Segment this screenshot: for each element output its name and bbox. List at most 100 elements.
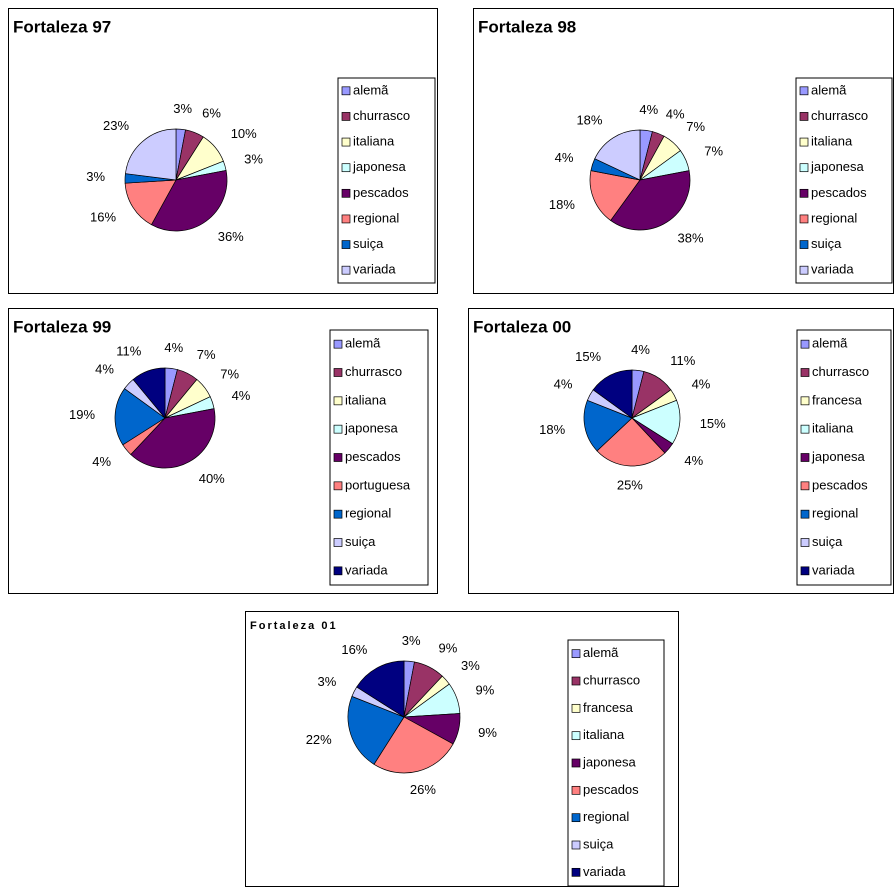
legend-swatch <box>799 112 809 121</box>
legend-label: variada <box>353 262 396 277</box>
legend-swatch <box>800 396 810 406</box>
chart-title: Fortaleza 98 <box>478 17 576 36</box>
pie-slice <box>150 170 228 232</box>
legend-swatch <box>800 339 810 349</box>
legend-label: churrasco <box>583 672 640 687</box>
legend-box <box>567 639 665 887</box>
value-label: 7% <box>686 119 705 134</box>
value-label: 4% <box>95 362 114 377</box>
legend-swatch <box>333 538 343 547</box>
legend-swatch <box>571 731 581 741</box>
legend-swatch <box>333 368 343 377</box>
legend-label: regional <box>583 809 629 824</box>
pie-slice <box>125 128 177 181</box>
legend-label: pescados <box>353 185 409 200</box>
legend-label: japonesa <box>582 754 637 769</box>
legend-swatch <box>800 509 810 519</box>
pie-slice <box>373 716 454 774</box>
value-label: 9% <box>476 683 495 698</box>
value-label: 16% <box>90 209 116 224</box>
legend-box <box>329 329 429 586</box>
value-label: 7% <box>704 144 723 159</box>
value-label: 4% <box>554 377 573 392</box>
legend-swatch <box>800 453 810 462</box>
legend-swatch <box>333 396 343 406</box>
value-label: 4% <box>692 377 711 392</box>
value-label: 4% <box>684 453 703 468</box>
value-label: 18% <box>539 422 565 437</box>
legend-label: regional <box>811 210 857 225</box>
value-label: 7% <box>220 367 239 382</box>
legend-label: italiana <box>345 392 387 407</box>
legend-label: alemã <box>583 645 619 660</box>
legend-label: alemã <box>811 82 847 97</box>
value-label: 11% <box>116 344 141 359</box>
legend-swatch <box>333 566 343 576</box>
value-label: 10% <box>231 126 257 141</box>
pie-slice <box>594 129 641 181</box>
chart: Fortaleza 013%9%3%9%9%26%22%3%16% alemãch… <box>245 611 679 887</box>
chart: Fortaleza 984% 4%7%7%38%18%4%18%alemãchur… <box>473 8 894 294</box>
value-label: 3% <box>461 658 480 673</box>
value-label: 25% <box>617 477 643 492</box>
value-label: 38% <box>678 231 704 246</box>
value-label: 26% <box>410 782 436 797</box>
pie-slice <box>610 170 691 231</box>
value-label: 15% <box>700 416 726 431</box>
legend-box <box>337 77 436 284</box>
legend-label: suiça <box>583 836 614 851</box>
legend-swatch <box>333 509 343 519</box>
legend-swatch <box>571 867 581 877</box>
legend-swatch <box>571 785 581 795</box>
pie-slice <box>124 179 177 226</box>
value-label: 3% <box>317 674 336 689</box>
legend-swatch <box>341 265 351 275</box>
legend-swatch <box>799 188 809 198</box>
chart-title: Fortaleza 01 <box>250 620 338 632</box>
legend-swatch <box>333 481 343 491</box>
legend-swatch <box>799 163 809 173</box>
value-label: 16% <box>341 642 367 657</box>
legend-label: pescados <box>811 185 867 200</box>
value-label: 23% <box>103 118 129 133</box>
legend-label: japonesa <box>810 159 865 174</box>
pie-slice <box>347 695 405 765</box>
legend-label: regional <box>345 506 391 521</box>
legend-swatch <box>800 538 810 547</box>
pie-slice <box>132 367 166 419</box>
legend-label: regional <box>812 506 858 521</box>
legend-swatch <box>800 368 810 377</box>
chart: Fortaleza 97 3% 6% 10% 3% 36% 16% 3% 23% alemã chu… <box>8 8 438 294</box>
value-label: 9% <box>439 641 458 656</box>
legend-label: variada <box>345 562 388 577</box>
legend-label: churrasco <box>353 108 410 123</box>
pie-slice <box>589 170 641 221</box>
value-label: 18% <box>549 197 575 212</box>
legend-label: alemã <box>345 336 381 351</box>
value-label: 3% <box>173 101 192 116</box>
legend-label: francesa <box>583 700 634 715</box>
legend-label: japonesa <box>811 449 866 464</box>
legend-swatch <box>341 214 351 224</box>
value-label: 4% <box>232 388 251 403</box>
value-label: 9% <box>478 725 497 740</box>
legend-label: francesa <box>812 392 863 407</box>
value-label: 4% <box>92 454 111 469</box>
legend-label: suiça <box>812 534 843 549</box>
legend-swatch <box>800 481 810 491</box>
value-label: 11% <box>670 353 695 368</box>
legend-label: pescados <box>812 477 868 492</box>
legend-label: churrasco <box>811 108 868 123</box>
legend-swatch <box>571 840 581 850</box>
legend-label: suiça <box>345 534 376 549</box>
legend-swatch <box>799 86 809 96</box>
legend-label: suiça <box>811 236 842 251</box>
legend-label: suiça <box>353 236 384 251</box>
legend-swatch <box>341 240 351 249</box>
pie-slice <box>114 388 166 446</box>
value-label: 3% <box>86 169 105 184</box>
legend-label: variada <box>583 864 626 879</box>
value-label: 3% <box>244 152 263 167</box>
legend-swatch <box>800 424 810 434</box>
